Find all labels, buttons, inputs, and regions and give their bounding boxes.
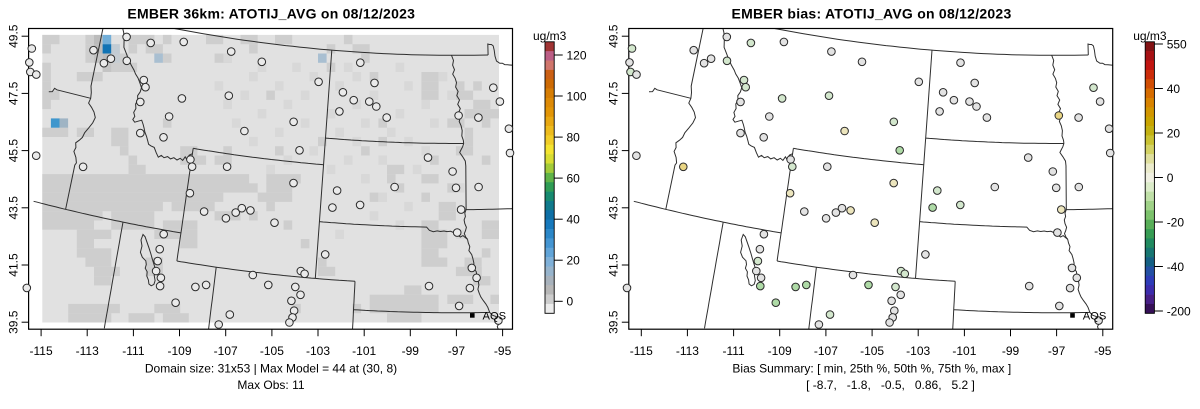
svg-text:-103: -103 [306, 344, 330, 358]
svg-text:100: 100 [567, 89, 587, 103]
svg-text:-95: -95 [494, 344, 512, 358]
svg-text:-109: -109 [768, 344, 792, 358]
svg-text:-99: -99 [402, 344, 420, 358]
svg-text:60: 60 [567, 171, 581, 185]
svg-text:ug/m3: ug/m3 [533, 29, 567, 43]
svg-text:49.5: 49.5 [7, 24, 21, 48]
svg-text:45.5: 45.5 [607, 139, 621, 163]
svg-text:AQS: AQS [483, 310, 507, 322]
svg-text:-115: -115 [30, 344, 53, 358]
svg-text:43.5: 43.5 [7, 196, 21, 220]
svg-text:0: 0 [1167, 171, 1174, 185]
svg-text:39.5: 39.5 [607, 310, 621, 334]
svg-text:550: 550 [1167, 37, 1187, 51]
svg-text:-40: -40 [1167, 260, 1185, 274]
svg-text:49.5: 49.5 [607, 24, 621, 48]
svg-text:-99: -99 [1002, 344, 1020, 358]
svg-text:-97: -97 [1048, 344, 1066, 358]
svg-text:40: 40 [1167, 82, 1181, 96]
svg-text:41.5: 41.5 [607, 253, 621, 277]
svg-text:-105: -105 [260, 344, 284, 358]
svg-text:20: 20 [1167, 126, 1181, 140]
svg-text:47.5: 47.5 [7, 81, 21, 105]
svg-text:-113: -113 [76, 344, 99, 358]
svg-text:-97: -97 [448, 344, 466, 358]
svg-text:41.5: 41.5 [7, 253, 21, 277]
svg-text:-101: -101 [952, 344, 976, 358]
svg-text:120: 120 [567, 48, 587, 62]
svg-text:-113: -113 [676, 344, 699, 358]
svg-text:0: 0 [567, 295, 574, 309]
svg-text:-101: -101 [352, 344, 376, 358]
svg-text:45.5: 45.5 [7, 139, 21, 163]
svg-text:Max Obs: 11: Max Obs: 11 [237, 378, 304, 392]
svg-text:-111: -111 [722, 344, 745, 358]
svg-text:-107: -107 [214, 344, 238, 358]
svg-text:-95: -95 [1094, 344, 1112, 358]
svg-text:-105: -105 [860, 344, 884, 358]
svg-text:Domain size: 31x53 | Max Model: Domain size: 31x53 | Max Model = 44 at (… [145, 362, 397, 376]
svg-text:-107: -107 [814, 344, 838, 358]
svg-text:EMBER 36km: ATOTIJ_AVG on 08/1: EMBER 36km: ATOTIJ_AVG on 08/12/2023 [127, 6, 415, 22]
svg-text:-200: -200 [1167, 304, 1191, 318]
svg-text:Bias Summary: [ min, 25th %, 5: Bias Summary: [ min, 25th %, 50th %, 75t… [732, 362, 1011, 376]
svg-text:-111: -111 [122, 344, 145, 358]
svg-text:20: 20 [567, 254, 581, 268]
svg-text:-109: -109 [167, 344, 191, 358]
svg-text:40: 40 [567, 213, 581, 227]
svg-text:EMBER bias: ATOTIJ_AVG on 08/1: EMBER bias: ATOTIJ_AVG on 08/12/2023 [731, 6, 1011, 22]
svg-text:[ -8.7, -1.8, -0.5, 0.86: [ -8.7, -1.8, -0.5, 0.86, 5.2 ] [806, 378, 975, 392]
svg-text:-115: -115 [630, 344, 653, 358]
svg-text:47.5: 47.5 [607, 81, 621, 105]
svg-text:39.5: 39.5 [7, 310, 21, 334]
svg-text:80: 80 [567, 130, 581, 144]
svg-text:43.5: 43.5 [607, 196, 621, 220]
svg-text:AQS: AQS [1083, 310, 1107, 322]
svg-text:ug/m3: ug/m3 [1133, 29, 1167, 43]
svg-text:-20: -20 [1167, 215, 1185, 229]
svg-text:-103: -103 [906, 344, 930, 358]
